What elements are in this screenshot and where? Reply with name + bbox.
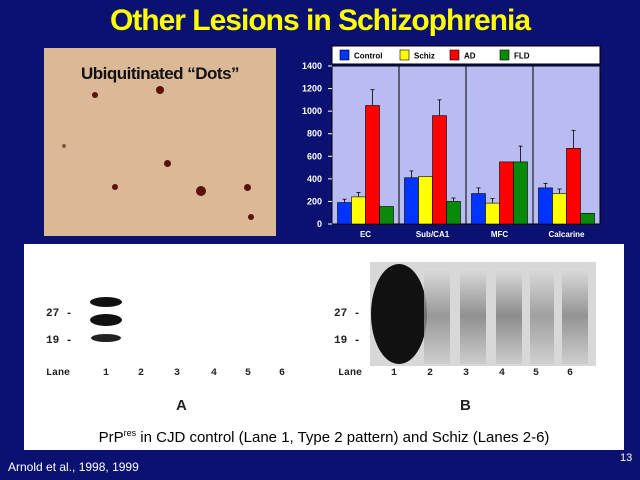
y-tick-label: 800 <box>307 129 322 139</box>
legend-label-ad: AD <box>464 52 476 61</box>
legend-label-schiz: Schiz <box>414 52 435 61</box>
blot-a-lane-number: 1 <box>103 368 109 379</box>
bar-fld-mfc <box>513 161 528 225</box>
y-tick-label: 0 <box>317 219 322 229</box>
blot-b-lane-2 <box>424 268 450 364</box>
blot-a-marker: 27 - <box>46 308 72 320</box>
blot-b-lane-3 <box>460 268 486 364</box>
blot-a-lane-number: 6 <box>279 368 285 379</box>
bar-fld-ec <box>379 206 394 225</box>
bar-schiz-ec <box>351 196 366 225</box>
blot-caption: PrPres in CJD control (Lane 1, Type 2 pa… <box>98 428 550 446</box>
x-tick-label: Sub/CA1 <box>416 230 450 239</box>
blot-a-band-2 <box>90 314 122 326</box>
legend-label-control: Control <box>354 52 382 61</box>
bar-fld-subca1 <box>446 201 461 225</box>
bar-ad-subca1 <box>432 115 447 225</box>
legend-swatch-control <box>339 49 350 61</box>
blot-b-lane-number: 4 <box>499 368 505 379</box>
blot-a-band-1 <box>90 297 122 307</box>
blot-b-lane-1 <box>371 264 427 364</box>
bar-control-mfc <box>471 193 486 225</box>
blot-panel-b-label: B <box>460 397 471 414</box>
blot-a-lane-number: 5 <box>245 368 251 379</box>
x-tick-label: Calcarine <box>548 230 585 239</box>
blot-b-lane-5 <box>530 268 554 364</box>
blot-a-lane-label: Lane <box>46 368 70 379</box>
bar-schiz-subca1 <box>418 176 433 225</box>
bar-ad-calcarine <box>566 148 581 225</box>
blot-b-lane-6 <box>562 268 588 364</box>
blot-b-marker: 27 - <box>334 308 360 320</box>
legend-swatch-fld <box>499 49 510 61</box>
ubiquitin-micrograph: Ubiquitinated “Dots” <box>44 48 276 236</box>
blot-b-lane-number: 1 <box>391 368 397 379</box>
y-tick-label: 1000 <box>302 106 322 116</box>
blot-b-lane-number: 5 <box>533 368 539 379</box>
blot-a-marker: 19 - <box>46 335 72 347</box>
blot-a-band-3 <box>91 334 121 342</box>
slide-title: Other Lesions in Schizophrenia <box>109 4 531 37</box>
blot-a-lane-number: 4 <box>211 368 217 379</box>
blot-b-lane-label: Lane <box>338 368 362 379</box>
bar-ad-ec <box>365 105 380 225</box>
legend-box <box>331 45 601 65</box>
legend-label-fld: FLD <box>514 52 530 61</box>
blot-b-lane-4 <box>496 268 522 364</box>
blot-panel-a-label: A <box>176 397 187 414</box>
y-tick-label: 600 <box>307 151 322 161</box>
bar-control-ec <box>337 202 352 225</box>
blot-a-lane-number: 3 <box>174 368 180 379</box>
bar-control-calcarine <box>538 187 553 225</box>
legend-swatch-ad <box>449 49 460 61</box>
x-tick-label: EC <box>360 230 371 239</box>
blot-b-lane-number: 2 <box>427 368 433 379</box>
bar-ad-mfc <box>499 161 514 225</box>
bar-schiz-calcarine <box>552 193 567 225</box>
y-tick-label: 200 <box>307 196 322 206</box>
y-tick-label: 1200 <box>302 84 322 94</box>
lesion-bar-chart: 0 200 400 600 800 1000 1200 1400 EC Sub/CA1 MFC Cal… <box>302 45 601 239</box>
western-blot-panel: 27 - 27 - 19 - 19 - Lane 1 2 3 4 5 6 Lane 1 2 3 4 5 6 A B P… <box>24 244 624 450</box>
y-tick-label: 400 <box>307 174 322 184</box>
page-number: 13 <box>620 452 633 464</box>
blot-a-lane-number: 2 <box>138 368 144 379</box>
blot-image: 27 - 27 - 19 - 19 - Lane 1 2 3 4 5 6 Lane 1 2 3 4 5 6 A B <box>46 262 596 414</box>
bar-fld-calcarine <box>580 212 595 225</box>
blot-b-lane-number: 6 <box>567 368 573 379</box>
blot-b-marker: 19 - <box>334 335 360 347</box>
y-tick-label: 1400 <box>302 61 322 71</box>
micrograph-label: Ubiquitinated “Dots” <box>80 64 240 83</box>
x-tick-label: MFC <box>491 230 509 239</box>
legend-swatch-schiz <box>399 49 410 61</box>
blot-b-lane-number: 3 <box>463 368 469 379</box>
citation: Arnold et al., 1998, 1999 <box>8 460 139 474</box>
bar-control-subca1 <box>404 177 419 225</box>
bar-schiz-mfc <box>485 202 500 225</box>
